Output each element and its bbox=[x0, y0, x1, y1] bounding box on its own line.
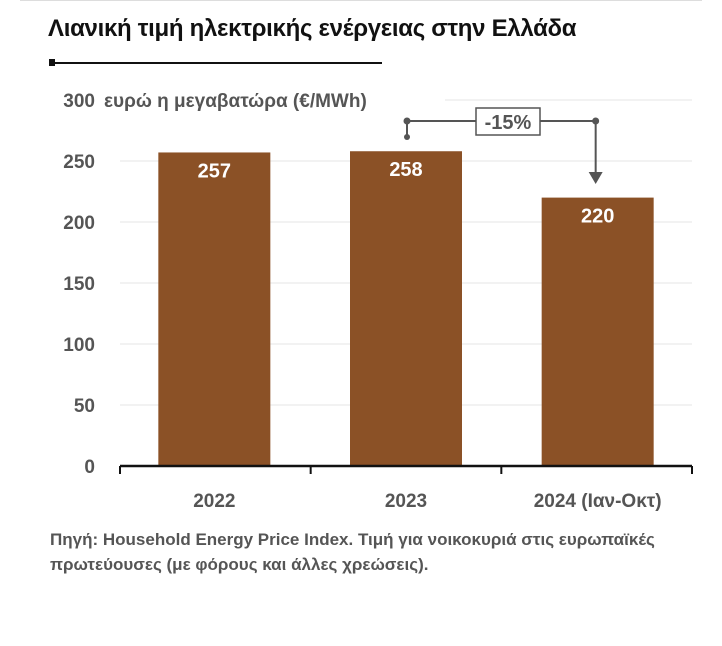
bar-chart: 0 50 100 150 200 250 300 ευρώ η μεγαβατώρα (€/M… bbox=[63, 91, 693, 512]
y-tick-label: 150 bbox=[63, 274, 95, 295]
bar-value-label: 257 bbox=[198, 160, 231, 182]
top-border bbox=[20, 0, 702, 1]
annotation-box bbox=[475, 107, 541, 136]
y-tick-label: 0 bbox=[84, 457, 95, 478]
bar-value-label: 258 bbox=[389, 159, 422, 181]
bar-2023 bbox=[350, 151, 462, 467]
bar-2024 (Ιαν-Οκτ) bbox=[541, 197, 654, 466]
annotation-label: -15% bbox=[485, 112, 532, 134]
y-tick-label: 300 bbox=[63, 91, 95, 112]
x-tick-label: 2023 bbox=[385, 491, 427, 512]
y-tick-label: 100 bbox=[63, 335, 95, 356]
y-tick-label: 250 bbox=[63, 152, 95, 173]
y-tick-label: 200 bbox=[63, 213, 95, 234]
arrow-down-icon bbox=[588, 172, 603, 184]
title-rule bbox=[50, 62, 382, 64]
bar-value-label: 220 bbox=[581, 206, 614, 228]
y-tick-label: 50 bbox=[74, 396, 95, 417]
chart-title: Λιανική τιμή ηλεκτρικής ενέργειας στην Ε… bbox=[48, 15, 577, 42]
bar-2022 bbox=[158, 152, 271, 466]
y-axis-label: ευρώ η μεγαβατώρα (€/MWh) bbox=[104, 91, 367, 112]
source-note: Πηγή: Household Energy Price Index. Τιμή… bbox=[50, 530, 655, 574]
x-tick-label: 2022 bbox=[193, 491, 235, 512]
annotation-dot bbox=[404, 134, 410, 140]
x-tick-label: 2024 (Ιαν-Οκτ) bbox=[534, 491, 662, 512]
